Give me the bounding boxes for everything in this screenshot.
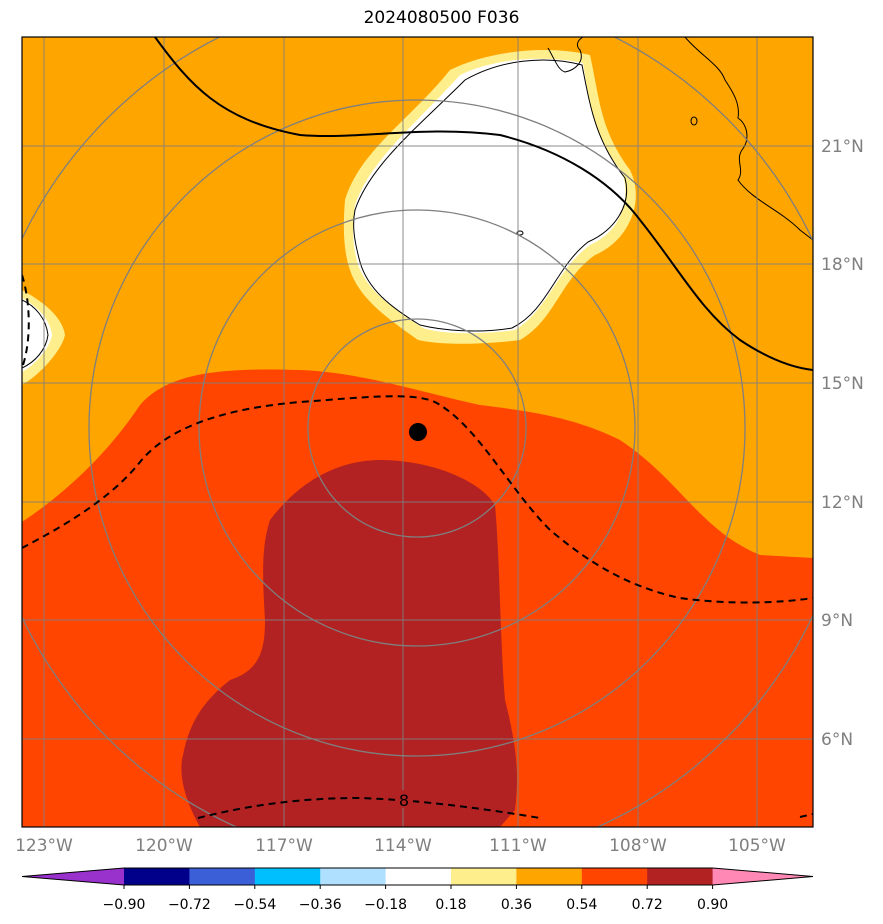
lat-tick-label: 12°N	[821, 493, 864, 513]
contour-label-bg	[395, 790, 413, 808]
lat-tick-labels: 6°N 9°N 12°N 15°N 18°N 21°N	[821, 137, 864, 750]
gridlines	[22, 37, 813, 827]
colorbar-extend-high	[712, 868, 813, 885]
lat-tick-label: 21°N	[821, 137, 864, 157]
colorbar-tick-label: −0.72	[168, 897, 211, 913]
lon-tick-label: 114°W	[374, 836, 432, 856]
contour-label: 8	[399, 791, 409, 810]
small-island-2	[516, 230, 524, 236]
colorbar-tick-label: 0.72	[632, 897, 663, 913]
colorbar-tick-label: 0.54	[566, 897, 597, 913]
colorbar: −0.90 −0.72 −0.54 −0.36 −0.18 0.18 0.36 0.54 0.7…	[21, 867, 814, 913]
dashed-contour-right-corner	[799, 813, 813, 818]
colorbar-segment	[385, 868, 452, 885]
colorbar-segment	[124, 868, 190, 885]
lon-tick-label: 117°W	[255, 836, 313, 856]
lon-tick-labels: 123°W 120°W 117°W 114°W 111°W 108°W 105°…	[15, 836, 786, 856]
colorbar-tick-label: 0.18	[435, 897, 466, 913]
lat-tick-label: 15°N	[821, 374, 864, 394]
colorbar-segment	[320, 868, 387, 885]
range-rings	[22, 37, 813, 827]
thin-contour-left	[22, 299, 49, 369]
thin-contour-center	[353, 59, 627, 332]
lon-tick-label: 111°W	[489, 836, 547, 856]
dashed-contour-left	[22, 274, 30, 369]
map-frame	[21, 36, 814, 828]
colorbar-tick-label: −0.18	[364, 897, 407, 913]
colorbar-segment	[451, 868, 517, 885]
field-firebrick	[181, 460, 517, 827]
colorbar-tick-label: 0.90	[697, 897, 728, 913]
lon-tick-label: 123°W	[15, 836, 73, 856]
colorbar-segment	[516, 868, 583, 885]
colorbar-tick-label: −0.36	[299, 897, 342, 913]
colorbar-segment	[647, 868, 714, 885]
storm-center-marker	[409, 423, 427, 441]
colorbar-tick-label: −0.90	[103, 897, 146, 913]
lon-tick-label: 108°W	[609, 836, 667, 856]
colorbar-tick-label: −0.54	[233, 897, 276, 913]
lon-tick-label: 120°W	[135, 836, 193, 856]
lat-tick-label: 6°N	[821, 730, 853, 750]
lat-tick-label: 9°N	[821, 611, 853, 631]
colorbar-segment	[189, 868, 256, 885]
lon-tick-label: 105°W	[728, 836, 786, 856]
dashed-contour-lower	[197, 796, 541, 819]
field-white	[353, 58, 626, 334]
small-island-1	[690, 116, 698, 126]
lat-tick-label: 18°N	[821, 255, 864, 275]
colorbar-tick-label: 0.36	[501, 897, 532, 913]
dashed-contour-upper	[22, 395, 813, 604]
colorbar-segment	[581, 868, 648, 885]
chart-title: 2024080500 F036	[363, 8, 520, 28]
coastline-top	[547, 37, 584, 73]
solid-contour	[154, 37, 813, 371]
colorbar-extend-low	[22, 868, 124, 885]
colorbar-segment	[254, 868, 321, 885]
